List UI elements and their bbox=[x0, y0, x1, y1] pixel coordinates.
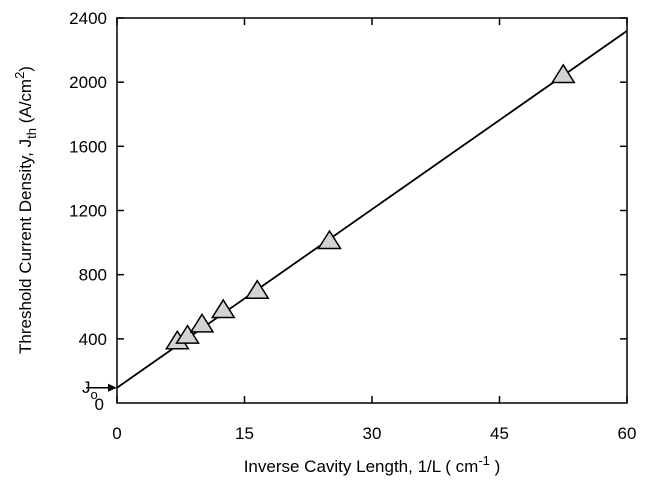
data-point-triangle bbox=[317, 229, 342, 250]
intercept-arrowhead bbox=[108, 383, 117, 392]
x-axis-label-sup: -1 bbox=[478, 453, 490, 468]
y-tick-label: 1600 bbox=[69, 137, 107, 156]
x-tick-label: 30 bbox=[363, 424, 382, 443]
data-point-triangle bbox=[175, 324, 200, 344]
intercept-label-sub: o bbox=[91, 387, 98, 402]
y-axis-label-sub: th bbox=[24, 128, 39, 139]
tick-labels: 0 15 30 45 60 400 800 1200 1600 2000 2400 0 bbox=[69, 9, 636, 443]
y-axis-label-unit: (A/cm bbox=[16, 79, 35, 128]
y-axis-label-sup: 2 bbox=[12, 72, 27, 79]
data-point-triangle bbox=[244, 279, 270, 299]
y-tick-label: 400 bbox=[79, 330, 107, 349]
y-tick-label: 2000 bbox=[69, 73, 107, 92]
x-tick-label: 0 bbox=[112, 424, 121, 443]
x-axis-label: Inverse Cavity Length, 1/L ( cm-1 ) bbox=[244, 453, 501, 476]
y-tick-label: 2400 bbox=[69, 9, 107, 28]
x-tick-label: 45 bbox=[490, 424, 509, 443]
y-tick-label: 800 bbox=[79, 266, 107, 285]
y-tick-label: 1200 bbox=[69, 202, 107, 221]
x-tick-label: 15 bbox=[235, 424, 254, 443]
y-axis-label: Threshold Current Density, Jth (A/cm2) bbox=[12, 66, 39, 354]
data-point-triangle bbox=[550, 63, 576, 84]
data-point-triangle bbox=[189, 312, 215, 333]
y-tick-label-zero: 0 bbox=[95, 395, 104, 414]
intercept-label: Jo bbox=[82, 378, 98, 402]
plot-frame bbox=[116, 17, 628, 404]
data-points bbox=[164, 63, 576, 350]
intercept-annotation: Jo bbox=[82, 378, 117, 402]
x-tick-label: 60 bbox=[618, 424, 637, 443]
y-axis-label-end: ) bbox=[16, 66, 35, 72]
ticks bbox=[116, 17, 628, 403]
data-point-triangle bbox=[210, 298, 236, 319]
x-axis-label-end: ) bbox=[490, 457, 500, 476]
